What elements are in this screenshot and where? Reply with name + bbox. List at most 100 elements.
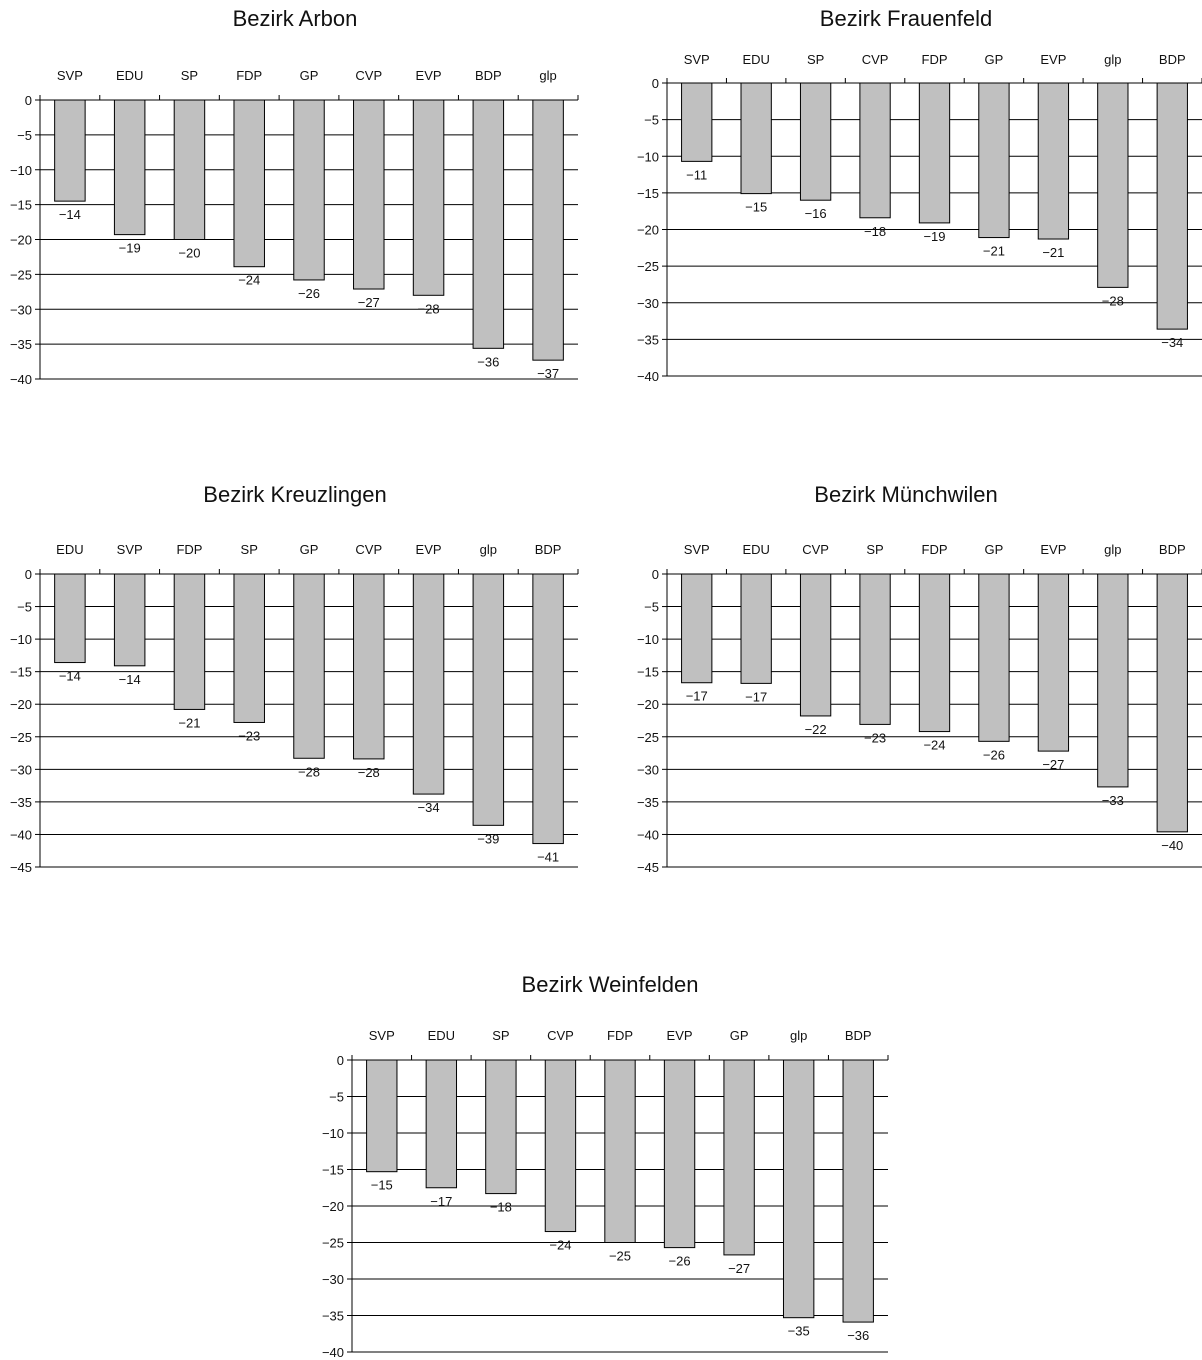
data-label: −34 [1161, 335, 1183, 350]
bar [366, 1059, 398, 1173]
y-tick-label: −5 [644, 600, 659, 615]
data-label: −33 [1102, 793, 1124, 808]
data-label: −14 [59, 669, 81, 684]
bar [472, 573, 505, 826]
y-tick-label: −20 [637, 223, 659, 238]
bar [1097, 82, 1129, 288]
category-label: BDP [475, 68, 502, 83]
category-label: EDU [428, 1028, 455, 1043]
category-label: glp [1104, 52, 1121, 67]
bar [472, 99, 505, 349]
chart-bezirk-frauenfeld: Bezirk Frauenfeld 0 −5 −10 −15 −20 −25 −30 −35 −… [610, 0, 1202, 400]
category-label: EVP [1040, 52, 1066, 67]
y-tick-label: −35 [322, 1309, 344, 1324]
data-label: −22 [805, 722, 827, 737]
data-label: −23 [238, 728, 260, 743]
bar [918, 573, 951, 733]
bar [412, 573, 445, 795]
data-label: −14 [119, 672, 141, 687]
category-label: SVP [57, 68, 83, 83]
chart-bezirk-kreuzlingen: Bezirk Kreuzlingen 0 −5 −10 −15 −20 −25 −30 −35… [0, 470, 590, 890]
bar [740, 82, 772, 195]
data-label: −21 [178, 715, 200, 730]
y-tick-label: −30 [322, 1272, 344, 1287]
category-label: EVP [416, 68, 442, 83]
bar [1097, 573, 1129, 788]
bar [485, 1059, 517, 1195]
data-label: −24 [549, 1238, 571, 1253]
bar [681, 82, 713, 162]
data-label: −19 [923, 229, 945, 244]
chart-title: Bezirk Kreuzlingen [203, 482, 387, 507]
bar [1037, 82, 1070, 240]
data-label: −26 [983, 747, 1005, 762]
category-label: FDP [922, 542, 948, 557]
data-label: −21 [1042, 245, 1064, 260]
category-label: SVP [684, 52, 710, 67]
y-tick-label: −5 [17, 128, 32, 143]
bar [532, 99, 564, 361]
category-label: CVP [355, 68, 382, 83]
data-label: −36 [477, 354, 499, 369]
category-label: BDP [535, 542, 562, 557]
data-label: −37 [537, 366, 559, 381]
bar [978, 573, 1010, 742]
y-tick-label: −45 [10, 860, 32, 875]
data-label: −15 [371, 1178, 393, 1193]
category-label: EVP [416, 542, 442, 557]
data-label: −20 [178, 246, 200, 261]
bar [54, 99, 86, 202]
y-tick-label: −15 [10, 198, 32, 213]
y-tick-label: −35 [10, 337, 32, 352]
bar [113, 573, 146, 667]
category-label: GP [985, 542, 1004, 557]
bar [663, 1059, 696, 1249]
bar [532, 573, 564, 845]
data-label: −25 [609, 1249, 631, 1264]
chart-plot: 0 −5 −10 −15 −20 −25 −30 −35 −40 −45 SVP −17 EDU −17 C… [637, 542, 1202, 875]
y-tick-label: −10 [322, 1126, 344, 1141]
category-label: GP [300, 542, 319, 557]
y-tick-label: 0 [652, 567, 659, 582]
y-tick-label: 0 [337, 1053, 344, 1068]
y-tick-label: −10 [637, 632, 659, 647]
y-tick-label: −20 [322, 1199, 344, 1214]
y-tick-label: −30 [637, 762, 659, 777]
category-label: EVP [667, 1028, 693, 1043]
category-label: SP [492, 1028, 509, 1043]
bar [173, 99, 206, 240]
data-label: −35 [788, 1324, 810, 1339]
bar [859, 573, 891, 725]
category-label: SP [241, 542, 258, 557]
y-tick-label: −40 [637, 369, 659, 384]
category-label: FDP [176, 542, 202, 557]
data-label: −17 [686, 689, 708, 704]
y-tick-label: −20 [637, 697, 659, 712]
data-label: −27 [728, 1261, 750, 1276]
category-label: GP [300, 68, 319, 83]
category-label: CVP [802, 542, 829, 557]
bar [740, 573, 772, 684]
y-tick-label: −35 [10, 795, 32, 810]
category-label: SVP [369, 1028, 395, 1043]
category-label: EDU [742, 542, 769, 557]
chart-plot: 0 −5 −10 −15 −20 −25 −30 −35 −40 SVP −15 EDU −17 SP −1… [322, 1028, 889, 1360]
bar [842, 1059, 874, 1323]
chart-plot: 0 −5 −10 −15 −20 −25 −30 −35 −40 SVP −11 EDU −15 SP −1… [637, 52, 1202, 384]
data-label: −41 [537, 850, 559, 865]
data-label: −26 [669, 1254, 691, 1269]
category-label: EDU [116, 68, 143, 83]
chart-bezirk-muenchwilen: Bezirk Münchwilen 0 −5 −10 −15 −20 −25 −30 −35 −… [610, 470, 1202, 890]
y-tick-label: −35 [637, 332, 659, 347]
bar [918, 82, 951, 224]
data-label: −27 [1042, 757, 1064, 772]
data-label: −24 [923, 738, 945, 753]
category-label: SVP [117, 542, 143, 557]
y-tick-label: −5 [644, 113, 659, 128]
category-label: GP [985, 52, 1004, 67]
y-tick-label: −25 [10, 267, 32, 282]
bar [799, 82, 832, 201]
data-label: −26 [298, 286, 320, 301]
data-label: −19 [119, 241, 141, 256]
